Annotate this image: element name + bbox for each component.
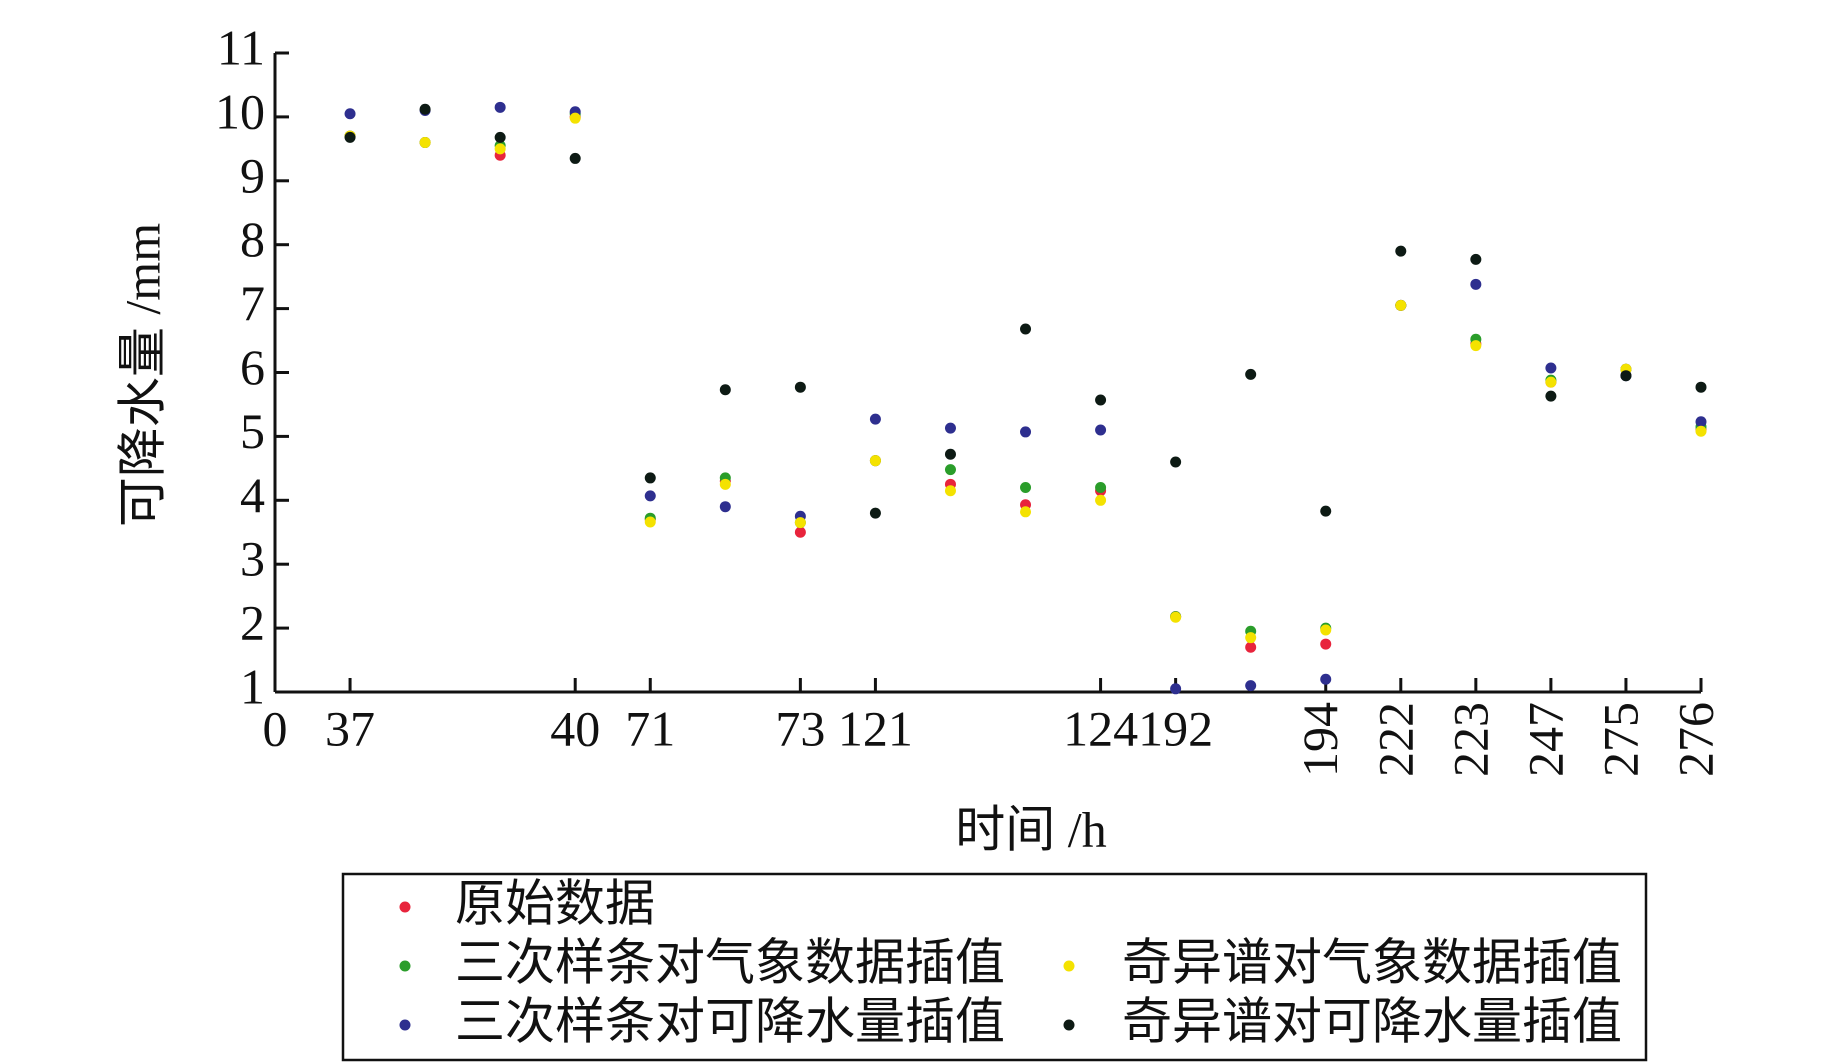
point (1095, 394, 1107, 406)
point (644, 472, 656, 484)
point (869, 413, 881, 425)
y-tick-label: 2 (240, 595, 265, 651)
point (344, 108, 356, 120)
point (644, 490, 656, 502)
point (494, 143, 506, 155)
point (944, 422, 956, 434)
point (1095, 494, 1107, 506)
point (569, 112, 581, 124)
x-tick-label: 124 (1063, 700, 1138, 756)
point (944, 464, 956, 476)
y-tick-label: 4 (240, 467, 265, 523)
point (1320, 673, 1332, 685)
point (1695, 425, 1707, 437)
point (419, 136, 431, 148)
point (1245, 641, 1257, 653)
point (1170, 456, 1182, 468)
point (494, 131, 506, 143)
point (344, 131, 356, 143)
legend-label: 三次样条对可降水量插值 (455, 993, 1005, 1049)
point (1020, 482, 1032, 494)
point (1245, 368, 1257, 380)
y-tick-label: 7 (240, 275, 265, 331)
point (1170, 611, 1182, 623)
y-tick-label: 10 (215, 83, 265, 139)
x-tick-label: 40 (550, 700, 600, 756)
point (1695, 416, 1707, 428)
x-tick-label: 194 (1292, 702, 1348, 777)
x-tick-label: 121 (838, 700, 913, 756)
x-tick-label: 223 (1442, 702, 1498, 777)
y-tick-label: 3 (240, 531, 265, 587)
point (1320, 624, 1332, 636)
legend-label: 原始数据 (455, 875, 655, 931)
point (494, 101, 506, 113)
point (569, 152, 581, 164)
point (794, 517, 806, 529)
point (1095, 424, 1107, 436)
legend-marker (1063, 1019, 1075, 1031)
point (1020, 323, 1032, 335)
point (1245, 632, 1257, 644)
point (1020, 426, 1032, 438)
point (1470, 278, 1482, 290)
legend-marker (399, 901, 411, 913)
y-tick-label: 1 (240, 658, 265, 714)
point (1245, 680, 1257, 692)
legend-box (341, 872, 1648, 1062)
point (719, 384, 731, 396)
point (419, 103, 431, 115)
x-axis-label: 时间 /h (955, 801, 1106, 857)
legend-label: 奇异谱对可降水量插值 (1122, 993, 1622, 1049)
y-axis-label: 可降水量 /mm (114, 223, 170, 527)
point (1395, 299, 1407, 311)
point (1395, 245, 1407, 257)
x-tick-label: 37 (325, 700, 375, 756)
y-tick-label: 6 (240, 339, 265, 395)
point (1020, 506, 1032, 518)
y-tick-label: 9 (240, 147, 265, 203)
x-tick-label: 275 (1592, 702, 1648, 777)
point (719, 501, 731, 513)
x-tick-label: 0 (263, 700, 288, 756)
point (944, 448, 956, 460)
point (944, 485, 956, 497)
point (719, 478, 731, 490)
point (1320, 638, 1332, 650)
x-tick-label: 276 (1667, 702, 1723, 777)
point (1320, 505, 1332, 517)
point (794, 381, 806, 393)
point (869, 455, 881, 467)
y-tick-label: 5 (240, 403, 265, 459)
x-tick-label: 222 (1367, 702, 1423, 777)
legend-marker (399, 960, 411, 972)
legend-marker (1063, 960, 1075, 972)
point (1545, 390, 1557, 402)
point (869, 507, 881, 519)
y-tick-label: 11 (217, 19, 265, 75)
point (1545, 362, 1557, 374)
point (1545, 376, 1557, 388)
x-tick-label: 73 (775, 700, 825, 756)
x-tick-label: 192 (1138, 700, 1213, 756)
point (1095, 482, 1107, 494)
point (644, 516, 656, 528)
point (1620, 370, 1632, 382)
x-tick-label: 247 (1517, 702, 1573, 777)
x-tick-label: 71 (625, 700, 675, 756)
point (1470, 253, 1482, 265)
legend-label: 奇异谱对气象数据插值 (1122, 934, 1622, 990)
legend-label: 三次样条对气象数据插值 (455, 934, 1005, 990)
point (1470, 340, 1482, 352)
point (1695, 381, 1707, 393)
point (794, 526, 806, 538)
legend-marker (399, 1019, 411, 1031)
y-tick-label: 8 (240, 211, 265, 267)
point (1170, 683, 1182, 695)
